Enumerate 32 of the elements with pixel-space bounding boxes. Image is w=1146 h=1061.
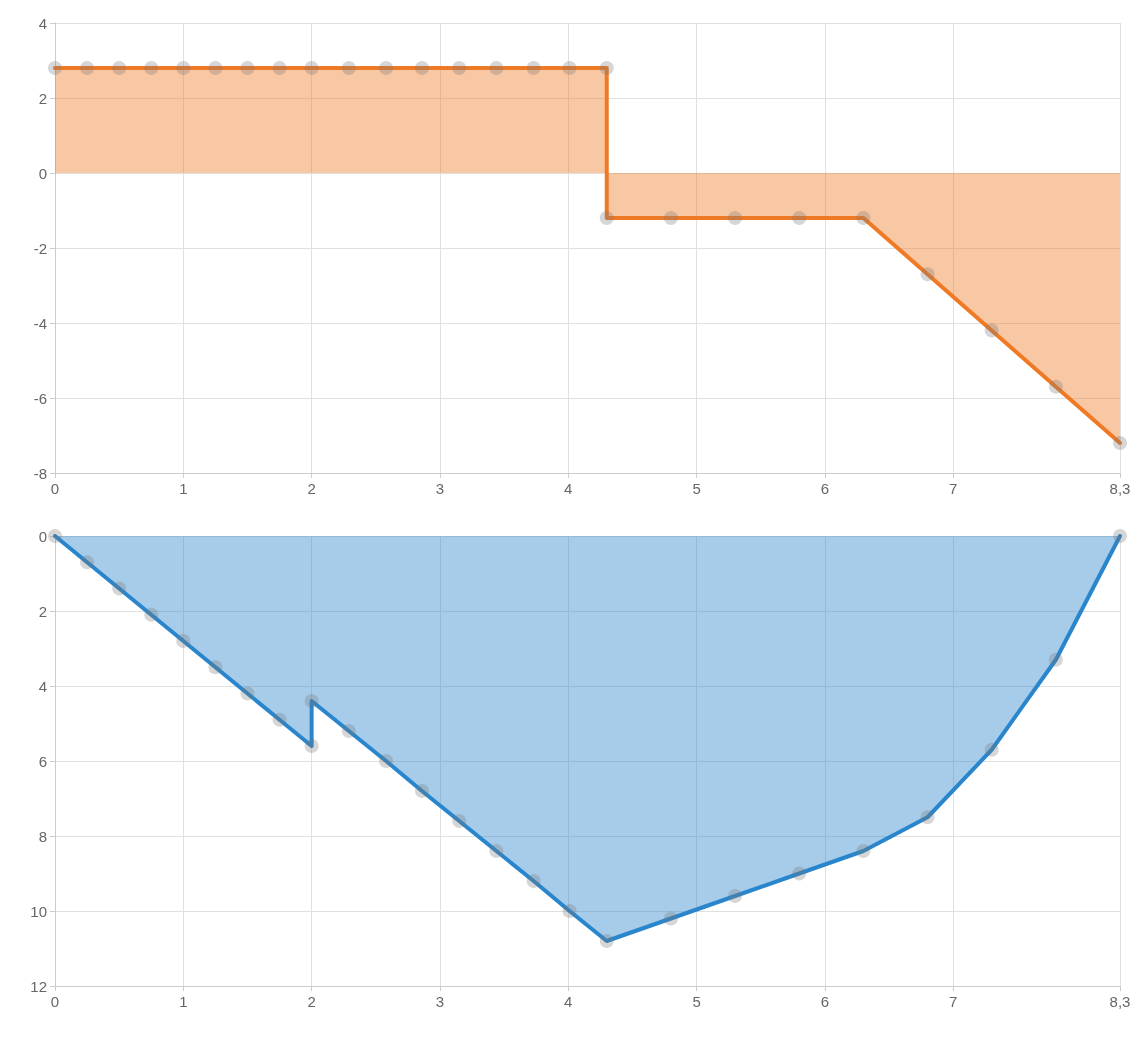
x-tick-label: 5 [692, 993, 701, 1010]
x-tick-label: 3 [435, 480, 445, 497]
x-tick-label: 0 [50, 480, 60, 497]
y-tick-label: -6 [33, 389, 47, 407]
y-tick-label: 2 [38, 602, 47, 620]
x-tick-label: 6 [820, 993, 830, 1010]
x-tick-label: 6 [820, 480, 830, 497]
y-tick-label: 0 [38, 527, 47, 545]
y-tick-label: 0 [38, 164, 47, 182]
y-tick-label: -8 [33, 464, 47, 482]
y-tick-label: 8 [38, 827, 47, 845]
x-tick-label: 2 [307, 993, 316, 1010]
y-tick-label: 4 [38, 677, 47, 695]
y-tick-label: 2 [38, 89, 47, 107]
x-tick-label: 7 [949, 993, 958, 1010]
y-tick-label: 6 [38, 752, 47, 770]
x-tick-label: 1 [179, 480, 188, 497]
x-tick-label: 8,3 [1109, 480, 1131, 497]
y-tick-label: -4 [33, 314, 47, 332]
x-tick-label: 5 [692, 480, 701, 497]
y-tick-label: 12 [30, 977, 47, 995]
x-tick-label: 1 [179, 993, 188, 1010]
x-tick-label: 8,3 [1109, 993, 1131, 1010]
x-tick-label: 0 [50, 993, 60, 1010]
x-tick-label: 2 [307, 480, 316, 497]
x-tick-label: 4 [564, 480, 573, 497]
x-tick-label: 7 [949, 480, 958, 497]
y-tick-label: 4 [38, 14, 47, 32]
y-tick-label: 10 [30, 902, 47, 920]
x-tick-label: 3 [435, 993, 445, 1010]
x-tick-label: 4 [564, 993, 573, 1010]
y-tick-label: -2 [33, 239, 47, 257]
